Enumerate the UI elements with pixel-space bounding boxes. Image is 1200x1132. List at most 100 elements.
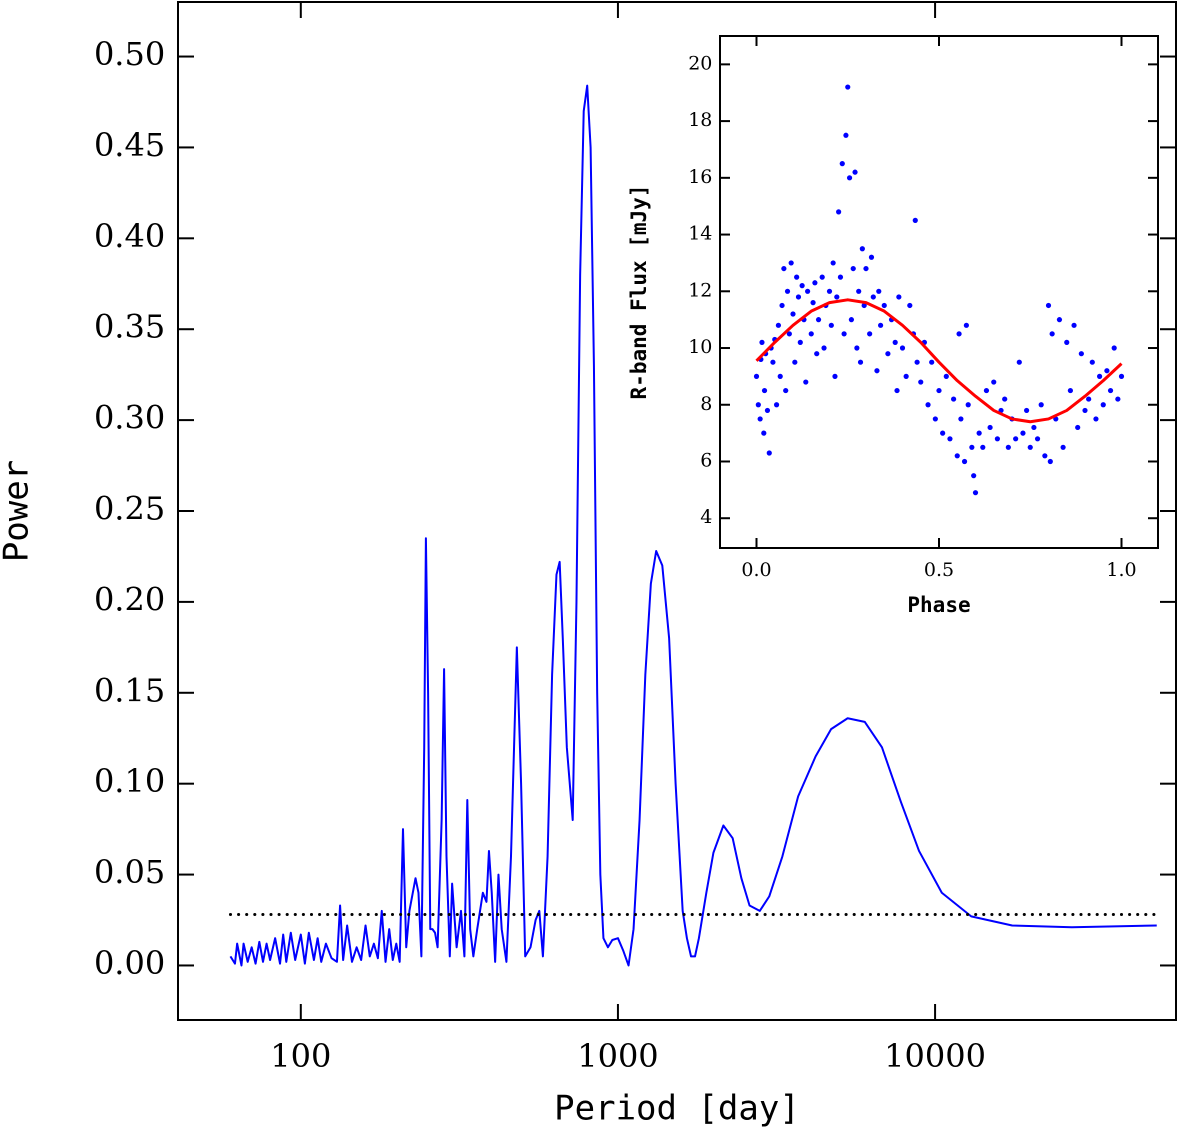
y-tick-label: 0.10 [94, 762, 165, 800]
data-point [846, 175, 853, 181]
data-point [761, 387, 768, 394]
data-point [770, 359, 776, 365]
data-point [843, 132, 849, 138]
data-point [903, 373, 909, 379]
data-point [854, 345, 860, 351]
data-point [792, 359, 798, 365]
x-tick-label: 0.5 [924, 559, 954, 581]
y-tick-label: 14 [688, 223, 712, 245]
data-point [963, 322, 969, 328]
data-point [812, 280, 818, 286]
data-point [1075, 424, 1081, 431]
data-point [943, 373, 949, 379]
data-point [1071, 322, 1077, 328]
data-point [929, 359, 935, 365]
data-point [834, 294, 840, 300]
data-point [868, 254, 875, 260]
data-point [815, 317, 822, 323]
y-tick-label: 0.35 [94, 308, 165, 346]
y-tick-label: 0.15 [94, 671, 165, 709]
y-tick-label: 0.05 [94, 853, 165, 891]
data-point [1104, 368, 1110, 374]
data-point [830, 260, 836, 266]
y-tick-label: 6 [700, 449, 712, 471]
data-point [1031, 424, 1037, 431]
data-point [1100, 402, 1106, 408]
data-point [956, 331, 962, 337]
y-tick-label: 18 [688, 109, 712, 131]
data-point [965, 402, 971, 408]
y-tick-label: 20 [688, 52, 712, 74]
data-line [229, 84, 1157, 967]
data-point [781, 265, 787, 272]
data-point [1024, 407, 1030, 414]
data-point [795, 294, 802, 300]
data-point [1013, 436, 1019, 442]
data-point [940, 430, 946, 436]
x-axis-label: Phase [907, 593, 970, 617]
data-point [912, 217, 918, 223]
data-point [925, 402, 931, 408]
y-tick-label: 0.50 [94, 35, 165, 73]
data-point [799, 283, 805, 289]
y-axis-label: R-band Flux [mJy] [627, 185, 651, 400]
data-point [779, 302, 785, 309]
data-point [848, 317, 855, 323]
data-point [852, 169, 858, 175]
data-point [1005, 444, 1011, 450]
data-point [885, 351, 891, 357]
data-point [881, 302, 887, 309]
data-point [918, 379, 924, 385]
data-point [753, 373, 760, 379]
plot-frame [177, 1, 1177, 1021]
data-point [1049, 331, 1055, 337]
data-point [832, 373, 838, 379]
data-point [857, 359, 864, 365]
data-point [821, 345, 827, 351]
data-point [845, 84, 851, 90]
data-point [755, 402, 761, 408]
data-point [836, 209, 842, 215]
y-tick-label: 4 [700, 506, 712, 528]
data-point [1078, 351, 1084, 357]
data-point [899, 345, 906, 351]
y-tick-label: 16 [688, 166, 712, 188]
data-point [958, 416, 964, 422]
data-point [914, 359, 920, 365]
data-point [971, 473, 977, 479]
data-point [969, 444, 975, 450]
data-point [808, 331, 814, 337]
data-point [850, 265, 856, 272]
data-point [759, 339, 765, 345]
data-point [764, 407, 771, 414]
data-point [876, 288, 882, 294]
data-point [1086, 396, 1092, 402]
data-point [894, 387, 900, 394]
data-point [861, 302, 867, 309]
data-point [773, 402, 780, 408]
data-point [859, 246, 865, 252]
data-point [892, 339, 898, 345]
data-point [1115, 396, 1121, 402]
y-tick-label: 0.00 [94, 944, 165, 982]
data-point [951, 396, 957, 402]
y-tick-label: 8 [700, 393, 712, 415]
data-point [810, 300, 816, 306]
data-point [1118, 373, 1125, 379]
data-point [856, 288, 862, 294]
data-point [994, 436, 1001, 442]
data-point [1034, 436, 1041, 442]
y-tick-label: 0.40 [94, 217, 165, 255]
data-point [839, 161, 845, 167]
data-point [1038, 402, 1044, 408]
data-point [936, 387, 942, 394]
data-point [954, 453, 960, 459]
data-point [896, 294, 902, 300]
data-point [1056, 317, 1063, 323]
data-point [1047, 458, 1053, 465]
data-point [775, 322, 782, 328]
data-point [972, 490, 979, 496]
data-point [803, 379, 809, 385]
data-point [826, 288, 833, 294]
